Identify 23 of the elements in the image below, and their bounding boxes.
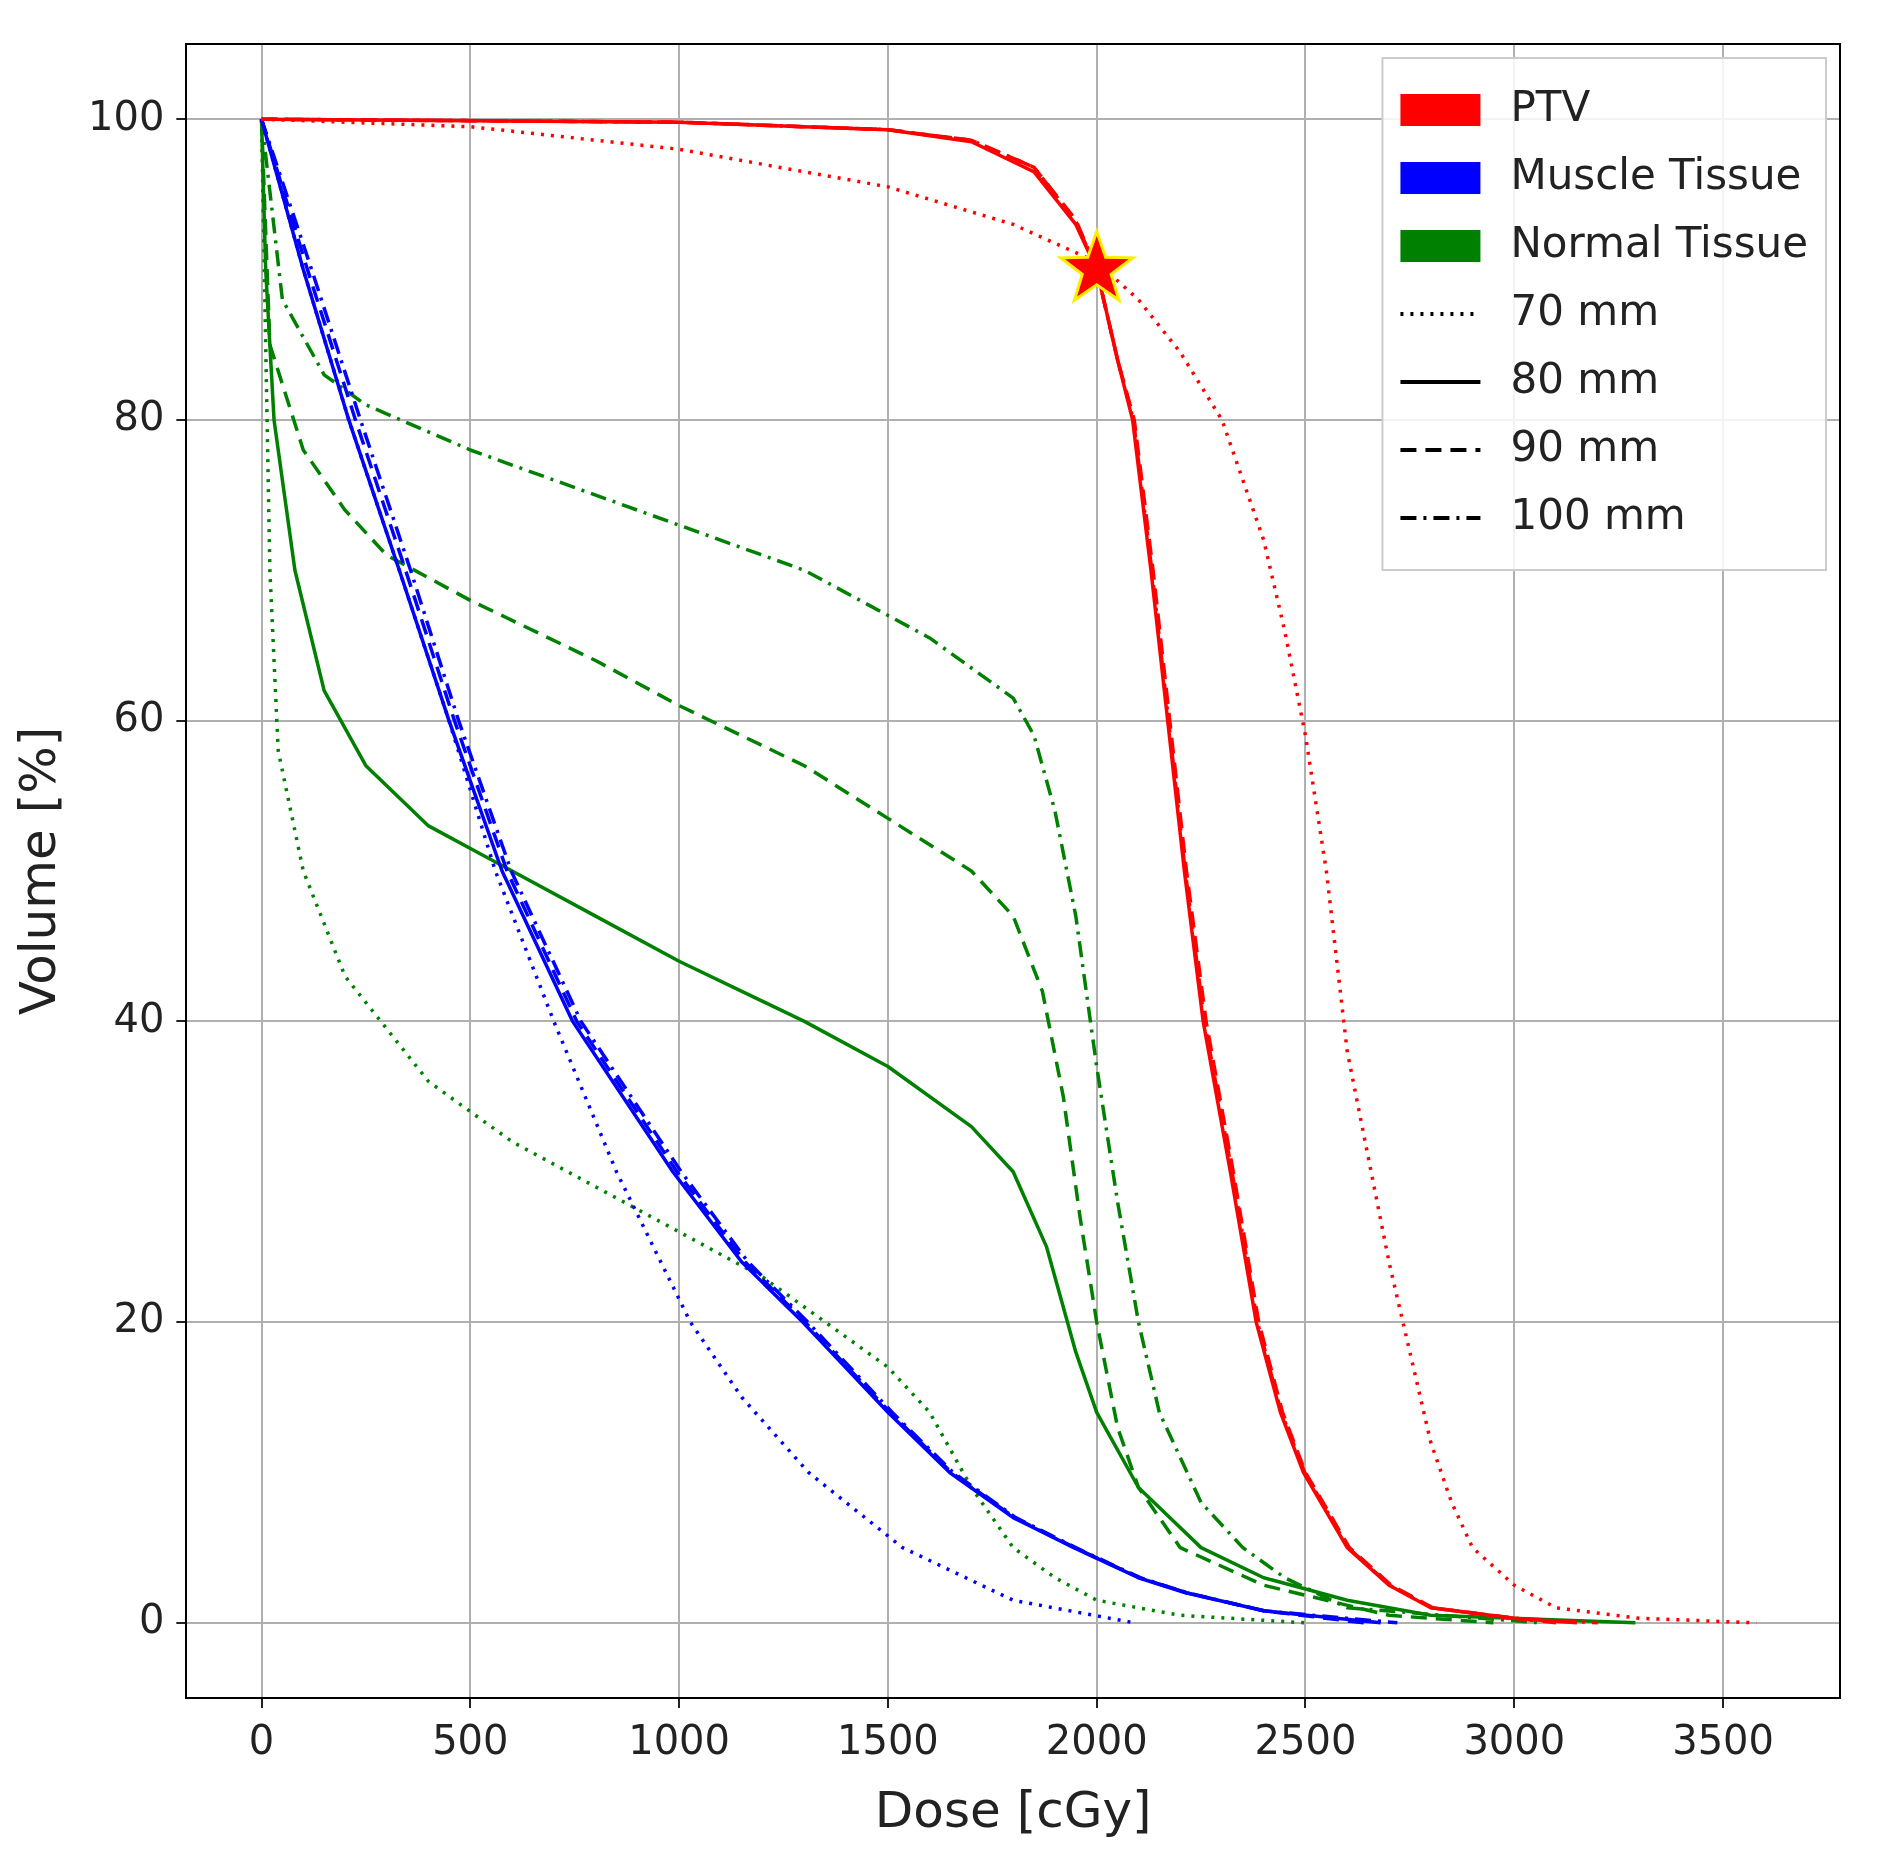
legend-label: 80 mm xyxy=(1510,353,1660,403)
x-tick-label: 1500 xyxy=(837,1717,939,1764)
x-tick-label: 0 xyxy=(248,1717,275,1764)
y-tick-label: 60 xyxy=(113,694,165,741)
y-axis-title: Volume [%] xyxy=(8,726,67,1016)
legend-label: 70 mm xyxy=(1510,285,1660,335)
y-tick-label: 20 xyxy=(113,1295,165,1342)
legend-label: 90 mm xyxy=(1510,421,1660,471)
x-tick-label: 3000 xyxy=(1463,1717,1566,1764)
y-tick-label: 100 xyxy=(87,92,165,139)
legend-label: 100 mm xyxy=(1510,489,1686,539)
x-tick-label: 2000 xyxy=(1045,1717,1148,1764)
x-tick-label: 1000 xyxy=(628,1717,730,1764)
x-tick-label: 3500 xyxy=(1672,1717,1774,1764)
legend-label: PTV xyxy=(1510,81,1591,131)
legend-label: Normal Tissue xyxy=(1510,217,1809,267)
x-tick-label: 2500 xyxy=(1254,1717,1357,1764)
y-tick-label: 0 xyxy=(138,1596,165,1643)
legend-label: Muscle Tissue xyxy=(1510,149,1802,199)
x-axis-title: Dose [cGy] xyxy=(874,1780,1152,1839)
y-tick-label: 40 xyxy=(113,994,165,1041)
y-tick-label: 80 xyxy=(113,393,165,440)
x-tick-label: 500 xyxy=(432,1717,509,1764)
